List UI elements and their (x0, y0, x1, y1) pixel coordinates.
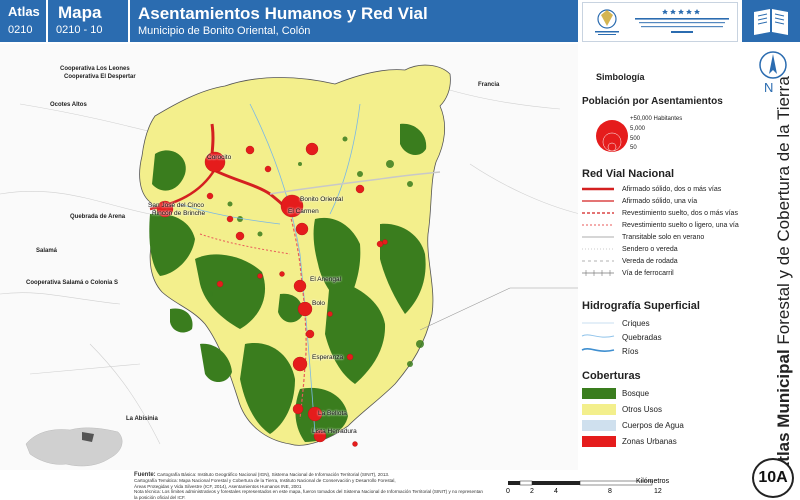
title-block: Asentamientos Humanos y Red Vial Municip… (130, 0, 578, 42)
town-label: Bolo (312, 300, 326, 307)
cover-type: Zonas Urbanas (622, 437, 677, 446)
cover-type: Otros Usos (622, 405, 663, 414)
forest-cover (149, 123, 427, 442)
book-icon (754, 9, 788, 35)
map-legend: Simbología Población por Asentamientos +… (578, 44, 748, 470)
ext-label: Cooperativa Los Leones (60, 66, 130, 72)
hydro-legend-symbols (581, 322, 615, 352)
town-label: Bonito Oriental (300, 196, 343, 203)
municipality-map[interactable] (0, 44, 580, 470)
vertical-title: Atlas Municipal Forestal y de Cobertura … (774, 76, 794, 474)
legend-simbologia: Simbología (596, 72, 645, 82)
road-type: Revestimiento suelto, dos o más vías (622, 210, 738, 217)
ext-label: Ocotes Altos (50, 102, 87, 108)
scale-tick: 8 (608, 488, 612, 495)
pop-class: +50,000 Habitantes (630, 116, 683, 122)
road-type: Afirmado sólido, una vía (622, 198, 698, 205)
swatch-otros-usos (582, 404, 616, 415)
leader-line (419, 287, 578, 331)
ext-label: Cooperativa El Despertar (64, 74, 136, 80)
legend-coberturas-title: Coberturas (582, 370, 641, 382)
page-subtitle: Municipio de Bonito Oriental, Colón (138, 25, 311, 37)
vertical-title-rest: Forestal y de Cobertura de la Tierra (774, 76, 793, 345)
road-type: Revestimiento suelto o ligero, una vía (622, 222, 739, 229)
vertical-title-bold: Atlas Municipal (774, 349, 793, 474)
source-label: Fuente: (134, 472, 156, 478)
north-arrow-icon (759, 51, 787, 79)
town-label: La Bellota (318, 410, 347, 417)
atlas-code: 0210 (8, 24, 33, 36)
swatch-zonas-urbanas (582, 436, 616, 447)
cover-type: Cuerpos de Agua (622, 421, 684, 430)
mapa-label: Mapa (58, 3, 102, 22)
swatch-bosque (582, 388, 616, 399)
settlements (156, 142, 388, 447)
road-type: Transitable solo en verano (622, 234, 705, 241)
population-symbols (596, 120, 628, 152)
road-legend-symbols (582, 187, 614, 276)
scale-bar-graphic (508, 480, 653, 486)
town-label: San José del Cinco (148, 202, 205, 209)
locator-inset-map (25, 427, 123, 467)
pop-class: 500 (630, 136, 641, 142)
side-band: N Atlas Municipal Forestal y de Cobertur… (748, 44, 800, 500)
legend-hidro-title: Hidrografía Superficial (582, 300, 700, 312)
ext-label: Cooperativa Salamá o Colonia S (26, 280, 119, 286)
north-label: N (764, 80, 774, 95)
scale-tick: 2 (530, 488, 534, 495)
road-type: Vía de ferrocarril (622, 270, 674, 277)
legend-red-vial-title: Red Vial Nacional (582, 168, 675, 180)
atlas-book-block (742, 0, 800, 42)
swatch-cuerpos-agua (582, 420, 616, 431)
road-type: Sendero o vereda (622, 246, 678, 253)
institution-logos (582, 2, 738, 42)
hydro-type: Quebradas (622, 333, 662, 342)
source-line: Áreas Protegidas y Vida Silvestre (ICF, … (134, 483, 302, 489)
town-label: Rincón de Brinche (152, 210, 206, 217)
town-label: El Anengal (310, 276, 342, 283)
mapa-code: 0210 - 10 (56, 24, 103, 36)
atlas-label: Atlas (8, 4, 40, 19)
pop-class: 50 (630, 145, 637, 151)
town-label: Esperanza (312, 354, 344, 361)
mapa-block: Mapa 0210 - 10 (48, 0, 128, 42)
town-label: Lista Herradura (312, 428, 357, 435)
page-title: Asentamientos Humanos y Red Vial (138, 4, 428, 23)
pop-class: 5,000 (630, 126, 646, 132)
atlas-block: Atlas 0210 (0, 0, 46, 42)
header: Atlas 0210 Mapa 0210 - 10 Asentamientos … (0, 0, 800, 42)
road-type: Vereda de rodada (622, 258, 678, 265)
ext-label: Salamá (36, 248, 58, 254)
town-label: El Carmen (288, 208, 319, 215)
ext-label: Quebrada de Arena (70, 214, 126, 220)
hydro-type: Ríos (622, 347, 639, 356)
scale-tick: 12 (654, 488, 662, 495)
map-area[interactable]: Cooperativa Los Leones Cooperativa El De… (0, 44, 580, 470)
ext-label: Francia (478, 82, 500, 88)
government-seal-icon (595, 9, 619, 35)
scale-tick: 0 (506, 488, 510, 495)
forest-specks (207, 136, 424, 367)
source-line: Cartografía Temática: Mapa Nacional Fore… (134, 478, 396, 484)
road-type: Afirmado sólido, dos o más vías (622, 186, 722, 193)
icf-logo-icon (635, 9, 729, 33)
map-number-badge: 10A (752, 458, 794, 498)
scale-bar: 0 2 4 8 12 Kilómetros (504, 476, 674, 500)
hydro-type: Criques (622, 319, 650, 328)
rivers (179, 103, 361, 435)
source-notes: Fuente: Cartografía Básica: Instituto Ge… (134, 472, 484, 500)
legend-poblacion-title: Población por Asentamientos (582, 96, 723, 107)
scale-unit: Kilómetros (636, 478, 670, 485)
town-label: Corocito (207, 154, 232, 161)
technical-note: Nota técnica: Los límites administrativo… (134, 489, 483, 500)
cover-type: Bosque (622, 389, 650, 398)
source-line: Cartografía Básica: Instituto Geográfico… (156, 472, 390, 477)
scale-tick: 4 (554, 488, 558, 495)
ext-label: La Abisinia (126, 416, 158, 422)
